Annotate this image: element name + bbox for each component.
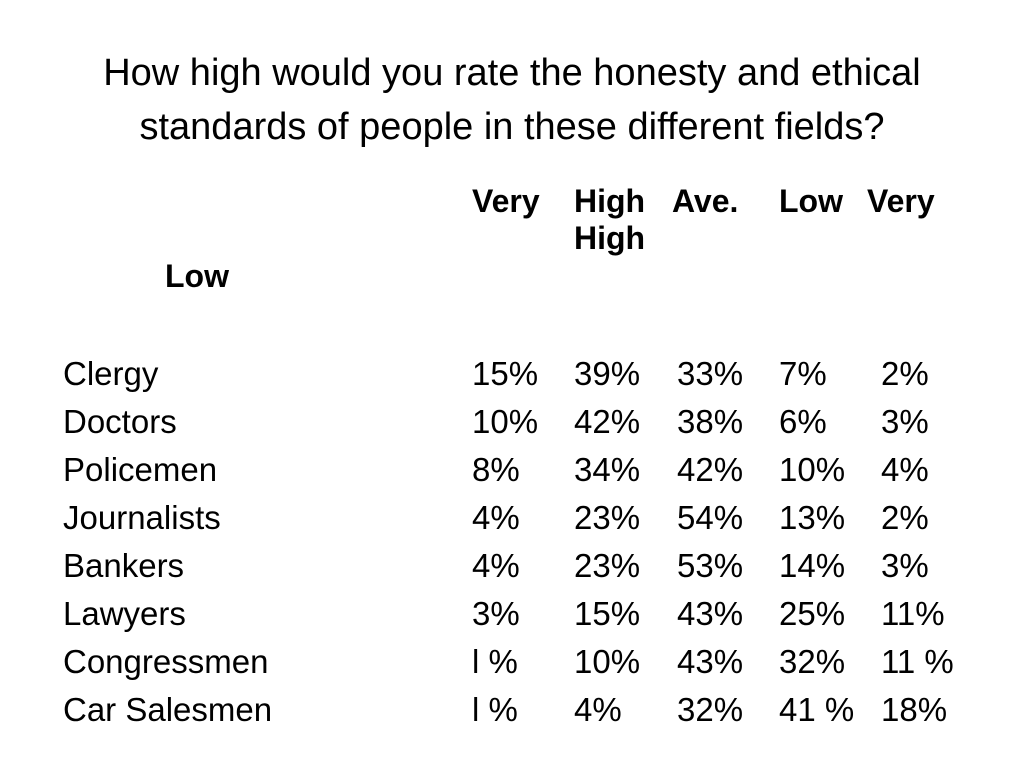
- header-low: Low: [779, 183, 843, 219]
- cell-high: 34%: [574, 451, 641, 488]
- cell-very-low: 2%: [881, 499, 929, 536]
- cell-very-high: 4%: [472, 547, 520, 584]
- cell-very-high: l %: [472, 691, 518, 728]
- cell-low: 41 %: [779, 691, 855, 728]
- cell-low: 10%: [779, 451, 846, 488]
- cell-very-low: 18%: [881, 691, 948, 728]
- row-label: Journalists: [63, 499, 221, 536]
- table-row: Doctors 10% 42% 38% 6% 3%: [0, 398, 1024, 446]
- cell-average: 43%: [677, 595, 744, 632]
- row-label: Car Salesmen: [63, 691, 273, 728]
- row-label: Congressmen: [63, 643, 269, 680]
- cell-high: 23%: [574, 547, 641, 584]
- cell-very-high: 15%: [472, 355, 539, 392]
- cell-very-high: 4%: [472, 499, 520, 536]
- header-high-line-1: High: [574, 183, 646, 219]
- cell-very-low: 11 %: [881, 643, 954, 680]
- table-row: Car Salesmen l % 4% 32% 41 % 18%: [0, 686, 1024, 734]
- cell-average: 53%: [677, 547, 744, 584]
- header-average: Ave.: [672, 183, 739, 219]
- cell-low: 7%: [779, 355, 827, 392]
- cell-average: 42%: [677, 451, 744, 488]
- cell-very-high: 8%: [472, 451, 520, 488]
- cell-average: 32%: [677, 691, 744, 728]
- cell-high: 42%: [574, 403, 641, 440]
- cell-high: 39%: [574, 355, 641, 392]
- cell-low: 14%: [779, 547, 846, 584]
- table-row: Clergy 15% 39% 33% 7% 2%: [0, 350, 1024, 398]
- header-high-line-2: High: [574, 220, 646, 256]
- slide-title-line-1: How high would you rate the honesty and …: [103, 52, 921, 94]
- cell-average: 38%: [677, 403, 744, 440]
- table-row: Journalists 4% 23% 54% 13% 2%: [0, 494, 1024, 542]
- table-row: Policemen 8% 34% 42% 10% 4%: [0, 446, 1024, 494]
- cell-very-high: 10%: [472, 403, 539, 440]
- cell-low: 25%: [779, 595, 846, 632]
- row-label: Bankers: [63, 547, 185, 584]
- cell-low: 32%: [779, 643, 846, 680]
- cell-very-low: 4%: [881, 451, 929, 488]
- header-very-high-top: Very: [472, 183, 540, 219]
- table-body: Clergy 15% 39% 33% 7% 2% Doctors 10% 42%…: [0, 350, 1024, 734]
- cell-very-high: l %: [472, 643, 518, 680]
- cell-high: 15%: [574, 595, 641, 632]
- cell-high: 23%: [574, 499, 641, 536]
- cell-very-low: 2%: [881, 355, 929, 392]
- cell-very-low: 3%: [881, 403, 929, 440]
- cell-average: 43%: [677, 643, 744, 680]
- cell-low: 6%: [779, 403, 827, 440]
- cell-very-high: 3%: [472, 595, 520, 632]
- table-row: Lawyers 3% 15% 43% 25% 11%: [0, 590, 1024, 638]
- header-very-low-top: Very: [867, 183, 935, 219]
- cell-average: 54%: [677, 499, 744, 536]
- row-label: Clergy: [63, 355, 159, 392]
- row-label: Policemen: [63, 451, 218, 488]
- slide-title: How high would you rate the honesty and …: [0, 46, 1024, 154]
- cell-high: 10%: [574, 643, 641, 680]
- cell-average: 33%: [677, 355, 744, 392]
- row-label: Lawyers: [63, 595, 186, 632]
- header-very-low-bottom: Low: [165, 258, 229, 294]
- table-row: Bankers 4% 23% 53% 14% 3%: [0, 542, 1024, 590]
- row-label: Doctors: [63, 403, 177, 440]
- cell-low: 13%: [779, 499, 846, 536]
- cell-very-low: 11%: [881, 595, 945, 632]
- cell-high: 4%: [574, 691, 622, 728]
- table-row: Congressmen l % 10% 43% 32% 11 %: [0, 638, 1024, 686]
- slide-title-line-2: standards of people in these different f…: [139, 106, 885, 148]
- cell-very-low: 3%: [881, 547, 929, 584]
